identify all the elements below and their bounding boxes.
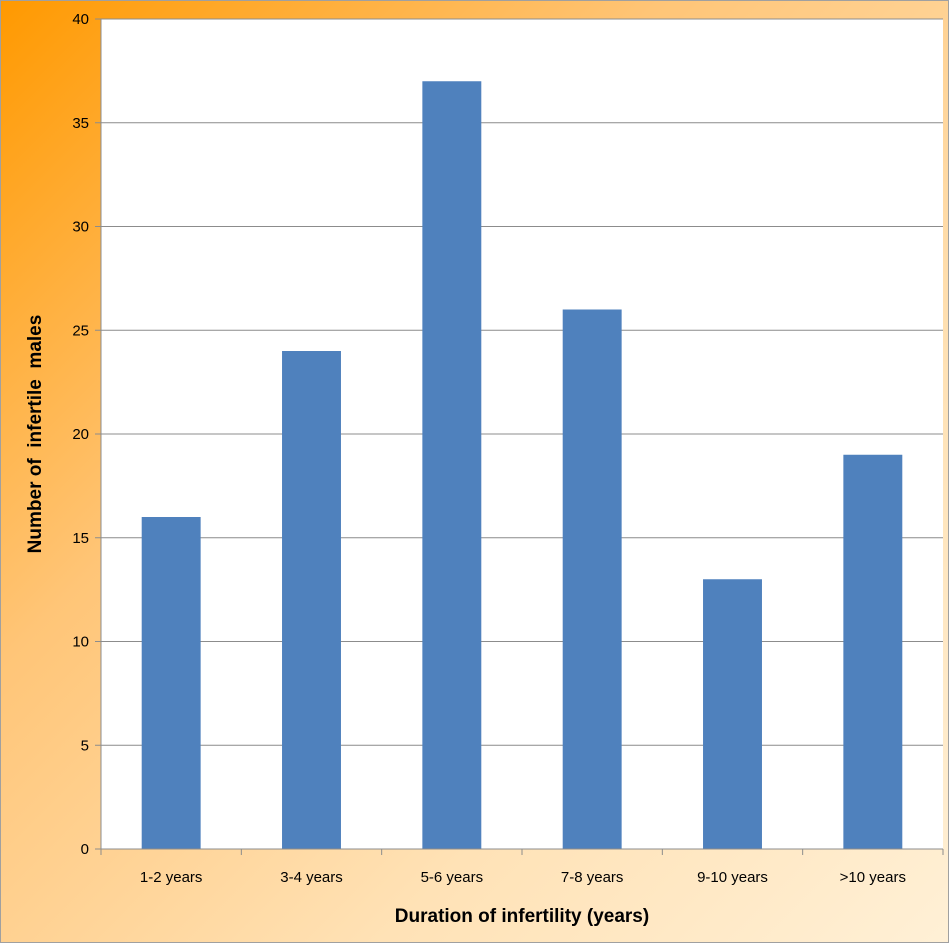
y-tick-label: 30 <box>72 219 89 236</box>
x-tick-label: 7-8 years <box>561 869 624 886</box>
y-tick-label: 10 <box>72 634 89 651</box>
bar <box>703 579 762 849</box>
bar <box>562 309 622 849</box>
x-tick-label: 5-6 years <box>421 869 484 886</box>
y-tick-label: 5 <box>81 737 89 754</box>
gridlines <box>101 18 943 746</box>
bar <box>282 351 341 849</box>
bar <box>141 517 201 849</box>
x-tick-labels: 1-2 years 3-4 years 5-6 years 7-8 years 9-10… <box>140 869 906 886</box>
y-tick-label: 15 <box>72 530 89 547</box>
y-axis-title: Number of infertile males <box>25 315 46 554</box>
bars <box>141 81 903 849</box>
y-tick-label: 25 <box>72 322 89 339</box>
y-tick-label: 40 <box>72 11 89 28</box>
x-tick-label: 1-2 years <box>140 869 203 886</box>
y-tick-labels: 0 5 10 15 20 25 30 35 40 <box>72 11 89 858</box>
bar <box>422 81 482 849</box>
x-tick-label: >10 years <box>840 869 906 886</box>
bar <box>843 454 903 849</box>
axes <box>95 18 944 855</box>
y-tick-label: 0 <box>81 841 89 858</box>
y-tick-label: 20 <box>72 426 89 443</box>
x-tick-label: 3-4 years <box>280 869 343 886</box>
x-tick-label: 9-10 years <box>697 869 768 886</box>
x-axis-title: Duration of infertility (years) <box>395 906 649 927</box>
y-tick-label: 35 <box>72 115 89 132</box>
